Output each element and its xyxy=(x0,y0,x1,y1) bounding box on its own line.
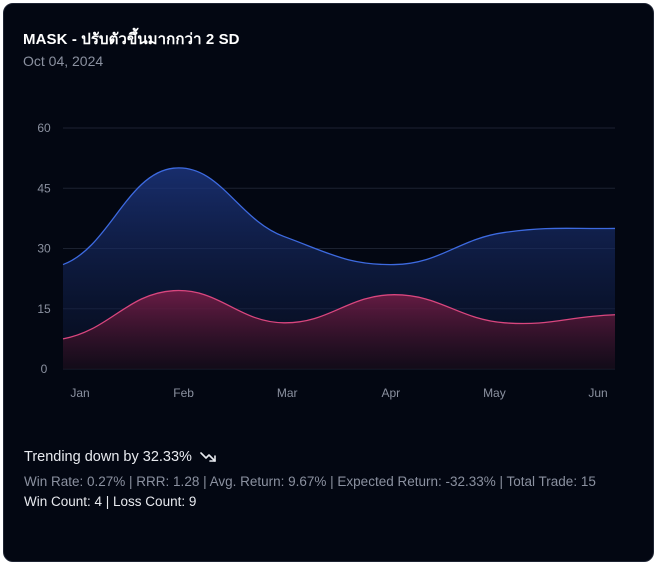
chart-date: Oct 04, 2024 xyxy=(23,53,104,69)
trend-summary: Trending down by 32.33% xyxy=(24,446,649,468)
x-tick-label: Apr xyxy=(381,386,400,400)
series-area-lower-line xyxy=(62,290,616,340)
y-tick-label: 45 xyxy=(37,181,51,195)
counts-line: Win Count: 4 | Loss Count: 9 xyxy=(24,494,197,509)
chart-title: MASK - ปรับตัวขึ้นมากกว่า 2 SD xyxy=(23,31,240,48)
x-tick-label: Mar xyxy=(277,386,298,400)
y-tick-label: 15 xyxy=(37,302,51,316)
trending-down-icon xyxy=(200,450,218,464)
chart-footer: Trending down by 32.33% Win Rate: 0.27% … xyxy=(24,446,649,509)
series-areas xyxy=(62,167,616,369)
stats-line: Win Rate: 0.27% | RRR: 1.28 | Avg. Retur… xyxy=(24,474,596,489)
y-tick-label: 0 xyxy=(41,362,48,376)
y-axis-ticks: 0 15 30 45 60 xyxy=(37,121,51,376)
x-tick-label: May xyxy=(483,386,506,400)
trend-text: Trending down by 32.33% xyxy=(24,449,192,465)
y-tick-label: 60 xyxy=(37,121,51,135)
x-tick-label: Jan xyxy=(70,386,89,400)
x-tick-label: Feb xyxy=(173,386,194,400)
series-area-lower xyxy=(63,290,615,369)
x-tick-label: Jun xyxy=(588,386,607,400)
series-area-upper-line xyxy=(62,167,616,266)
x-axis-ticks: Jan Feb Mar Apr May Jun xyxy=(70,386,607,400)
y-tick-label: 30 xyxy=(37,242,51,256)
